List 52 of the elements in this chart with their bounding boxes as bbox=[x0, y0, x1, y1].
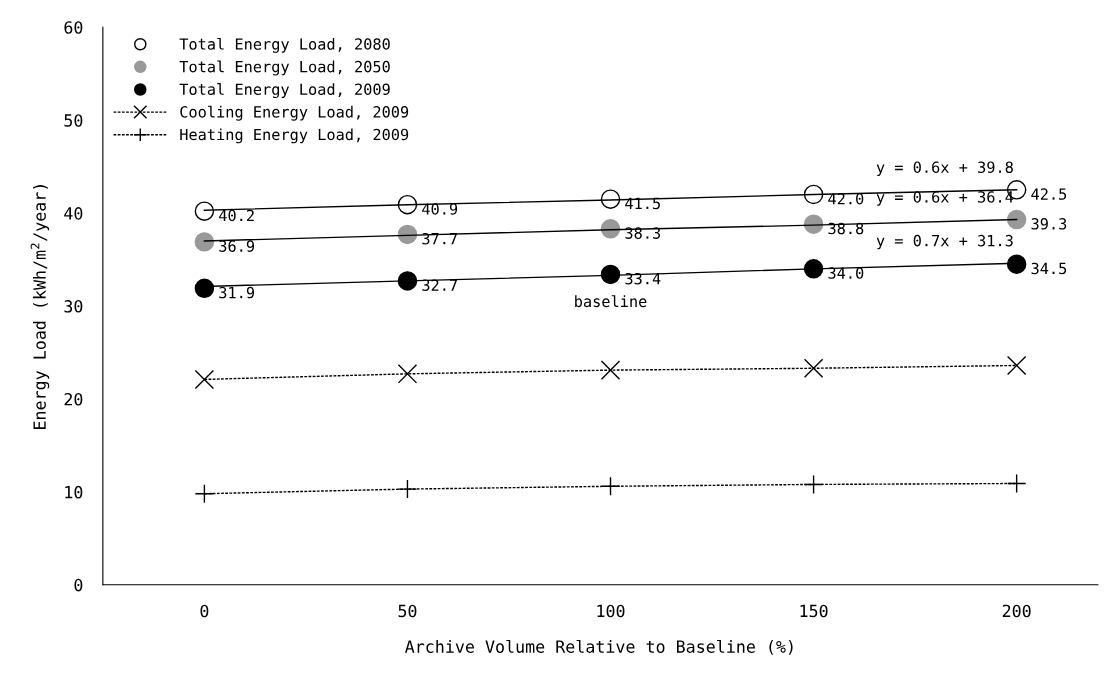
x-tick-label: 50 bbox=[398, 604, 417, 618]
point bbox=[397, 364, 418, 384]
data-label: 42.5 bbox=[1031, 188, 1067, 200]
data-label: 40.9 bbox=[422, 203, 458, 215]
annotation: y = 0.6x + 39.8 bbox=[876, 161, 1013, 176]
legend-label: Cooling Energy Load, 2009 bbox=[180, 105, 409, 121]
y-tick-label: 20 bbox=[64, 392, 83, 406]
y-tick-label: 0 bbox=[74, 578, 83, 592]
point bbox=[194, 232, 215, 252]
data-label: 34.5 bbox=[1031, 262, 1067, 275]
y-axis-title: Energy Load (kWh/m$^{2}$/year) bbox=[30, 185, 50, 429]
point bbox=[600, 264, 621, 285]
point bbox=[803, 184, 824, 205]
point bbox=[194, 201, 215, 221]
y-tick-label: 50 bbox=[64, 114, 83, 127]
y-tick-label: 30 bbox=[64, 300, 83, 313]
x-tick-label: 150 bbox=[800, 604, 828, 618]
point bbox=[600, 360, 621, 380]
data-label: 38.8 bbox=[828, 222, 864, 235]
point bbox=[397, 224, 418, 245]
data-label: 42.0 bbox=[828, 192, 864, 205]
legend-label: Total Energy Load, 2009 bbox=[179, 83, 390, 99]
x-axis-title: Archive Volume Relative to Baseline (%) bbox=[405, 639, 793, 655]
data-label: 39.3 bbox=[1031, 218, 1067, 230]
y-tick-label: 40 bbox=[64, 207, 83, 220]
data-label: 31.9 bbox=[219, 286, 255, 299]
point bbox=[397, 479, 418, 499]
point bbox=[1006, 209, 1027, 230]
point bbox=[803, 358, 824, 378]
point bbox=[600, 476, 621, 497]
point bbox=[1006, 473, 1027, 494]
x-tick-label: 200 bbox=[1002, 604, 1031, 618]
data-label: 36.9 bbox=[219, 240, 255, 252]
legend-label: Total Energy Load, 2050 bbox=[179, 60, 390, 76]
point bbox=[1006, 355, 1027, 376]
point bbox=[194, 369, 215, 390]
y-tick-label: 10 bbox=[65, 485, 83, 499]
y-tick-label: 60 bbox=[64, 21, 83, 34]
annotation: y = 0.6x + 36.4 bbox=[876, 191, 1014, 206]
legend-label: Total Energy Load, 2080 bbox=[179, 37, 390, 53]
legend-label: Heating Energy Load, 2009 bbox=[180, 128, 409, 144]
point bbox=[194, 278, 215, 299]
data-label: 40.2 bbox=[219, 209, 254, 222]
annotation: baseline bbox=[575, 295, 647, 308]
point bbox=[397, 194, 418, 215]
data-label: 33.4 bbox=[625, 272, 661, 285]
point bbox=[194, 484, 215, 504]
x-tick-label: 100 bbox=[597, 604, 625, 618]
point bbox=[803, 474, 824, 495]
point bbox=[1006, 254, 1027, 274]
annotation: y = 0.7x + 31.3 bbox=[876, 234, 1013, 250]
x-tick-label: 0 bbox=[200, 604, 209, 618]
